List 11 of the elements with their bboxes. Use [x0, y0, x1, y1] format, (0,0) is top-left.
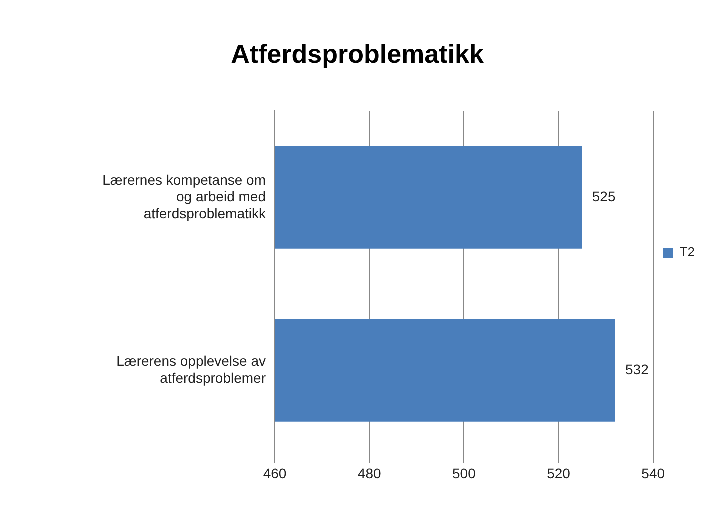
x-tick-label: 540	[642, 465, 666, 482]
data-label: 532	[625, 362, 650, 378]
y-tick-label: Lærerens opplevelse av atferdsproblemer	[116, 353, 266, 386]
data-label: 525	[592, 188, 616, 205]
x-tick-label: 480	[358, 465, 382, 482]
x-tick-label: 460	[263, 465, 287, 482]
legend-label: T2	[680, 244, 695, 260]
x-tick-label: 500	[452, 465, 476, 482]
chart-title: Atferdsproblematikk	[231, 38, 484, 69]
y-tick-label: Lærernes kompetanse om og arbeid med atferdsproblematikk	[102, 172, 267, 222]
x-tick-label: 520	[547, 465, 571, 482]
